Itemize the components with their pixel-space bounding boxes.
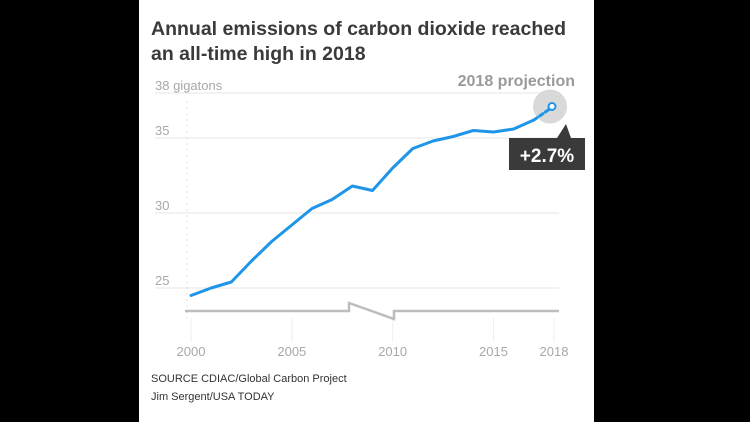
x-tick-label: 2000 [177, 344, 206, 359]
chart-panel: Annual emissions of carbon dioxide reach… [139, 0, 594, 422]
projection-point [547, 102, 557, 111]
x-tick-label: 2015 [479, 344, 508, 359]
x-tick-label: 2010 [378, 344, 407, 359]
y-tick-label: 30 [155, 198, 169, 213]
line-chart: 38 gigatons 35 30 25 2000 2005 2010 2015 2018 201… [155, 73, 585, 359]
axis-break-line [185, 301, 559, 321]
projection-label: 2018 projection [458, 73, 575, 90]
y-tick-label: 38 gigatons [155, 78, 223, 93]
author-credit: Jim Sergent/USA TODAY [151, 391, 275, 403]
emissions-line [189, 118, 536, 297]
y-tick-label: 25 [155, 273, 169, 288]
projection-dashed-line [532, 108, 551, 122]
x-tick-label: 2005 [277, 344, 306, 359]
change-callout-box [509, 124, 585, 170]
source-credit: SOURCE CDIAC/Global Carbon Project [151, 373, 347, 385]
chart-title: Annual emissions of carbon dioxide reach… [151, 18, 567, 65]
change-callout-label: +2.7% [520, 146, 575, 167]
x-tick-label: 2018 [540, 344, 569, 359]
y-tick-label: 35 [155, 123, 169, 138]
